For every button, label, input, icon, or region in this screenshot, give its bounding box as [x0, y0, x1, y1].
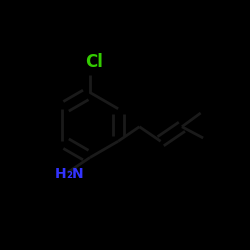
Text: H: H [54, 167, 66, 181]
Text: ₂N: ₂N [66, 167, 84, 181]
Text: Cl: Cl [85, 53, 103, 71]
